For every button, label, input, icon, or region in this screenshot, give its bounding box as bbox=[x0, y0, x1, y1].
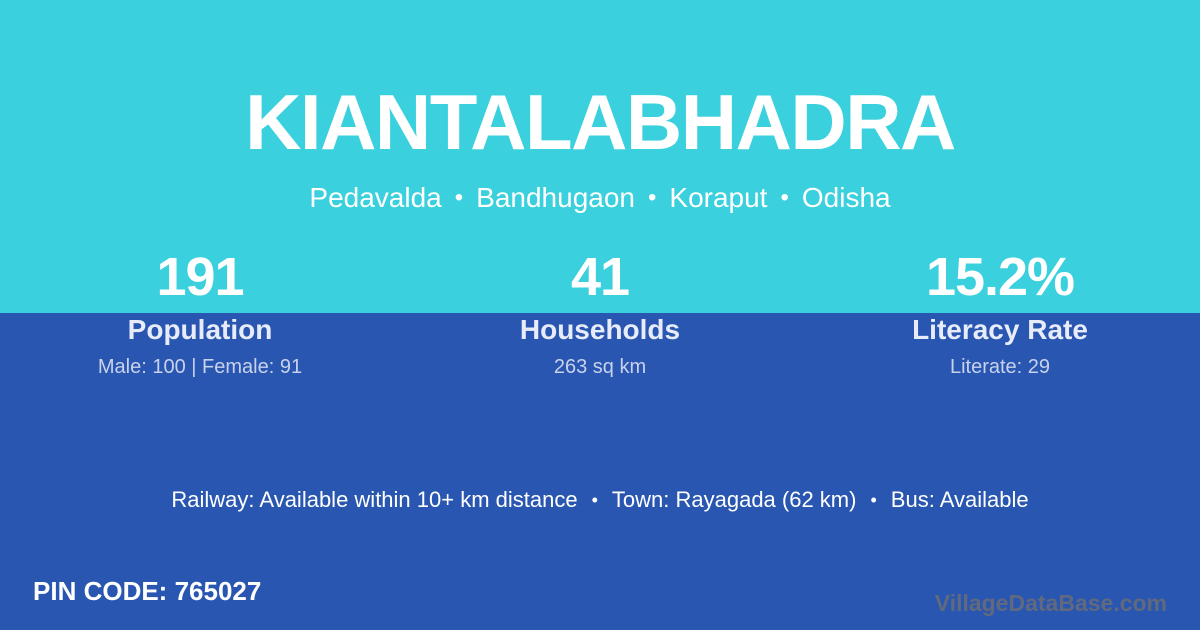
population-value: 191 bbox=[156, 247, 244, 307]
bottom-background-band bbox=[0, 313, 1200, 630]
stat-households: 41 Households 263 sq km bbox=[400, 246, 800, 380]
amenity-bus: Bus: Available bbox=[890, 487, 1029, 512]
literacy-rate-value: 15.2% bbox=[925, 247, 1075, 307]
pin-code-label: PIN CODE: 765027 bbox=[33, 576, 262, 606]
households-detail: 263 sq km bbox=[553, 356, 647, 378]
literacy-rate-detail: Literate: 29 bbox=[949, 356, 1051, 378]
stats-row: 191 Population Male: 100 | Female: 91 41… bbox=[0, 246, 1200, 380]
breadcrumb-village: Pedavalda bbox=[309, 182, 442, 213]
bullet-separator-icon: • bbox=[591, 490, 598, 510]
stat-population: 191 Population Male: 100 | Female: 91 bbox=[0, 246, 400, 380]
amenity-railway: Railway: Available within 10+ km distanc… bbox=[171, 487, 578, 512]
bullet-separator-icon: • bbox=[647, 184, 657, 211]
top-background-band bbox=[0, 0, 1200, 313]
bullet-separator-icon: • bbox=[780, 184, 789, 211]
population-label: Population bbox=[127, 314, 273, 345]
amenities-line: Railway: Available within 10+ km distanc… bbox=[0, 484, 1200, 516]
literacy-rate-label: Literacy Rate bbox=[912, 314, 1088, 345]
bullet-separator-icon: • bbox=[454, 184, 464, 211]
location-breadcrumb: Pedavalda • Bandhugaon • Koraput • Odish… bbox=[0, 180, 1200, 216]
breadcrumb-district: Koraput bbox=[669, 182, 768, 213]
breadcrumb-state: Odisha bbox=[801, 182, 891, 213]
amenity-town: Town: Rayagada (62 km) bbox=[611, 487, 857, 512]
households-label: Households bbox=[519, 314, 681, 345]
population-detail: Male: 100 | Female: 91 bbox=[97, 356, 303, 378]
village-title: KIANTALABHADRA bbox=[245, 78, 956, 166]
stat-literacy-rate: 15.2% Literacy Rate Literate: 29 bbox=[800, 246, 1200, 380]
households-value: 41 bbox=[570, 247, 630, 307]
bullet-separator-icon: • bbox=[870, 490, 877, 510]
site-watermark: VillageDataBase.com bbox=[934, 590, 1167, 616]
breadcrumb-block: Bandhugaon bbox=[476, 182, 635, 213]
